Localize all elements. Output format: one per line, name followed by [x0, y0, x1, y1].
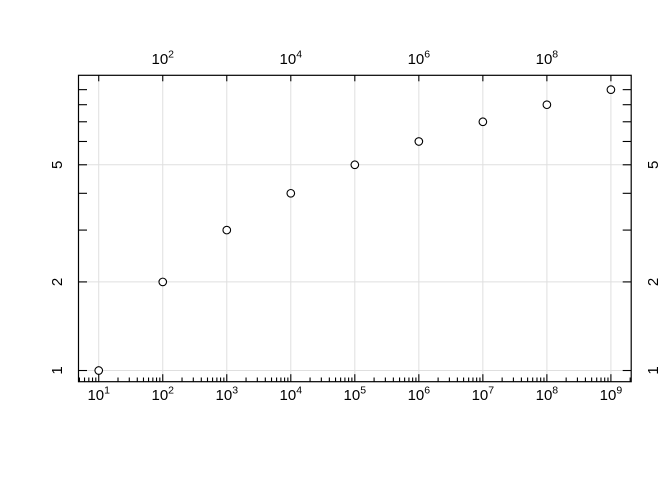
y-tick-label-left: 5	[49, 161, 66, 169]
data-point	[158, 277, 168, 287]
data-point	[542, 100, 552, 110]
y-tick-label-right: 2	[645, 278, 662, 286]
x-tick-label: 109	[600, 385, 623, 405]
x-tick-label: 101	[87, 385, 110, 405]
x-tick-label: 102	[151, 385, 174, 405]
top-tick-label: 102	[151, 49, 174, 69]
data-point	[606, 85, 616, 95]
data-points	[94, 85, 616, 375]
data-point	[222, 225, 232, 235]
x-tick-label: 105	[344, 385, 367, 405]
top-tick-label: 108	[536, 49, 559, 69]
y-tick-label-left: 1	[49, 366, 66, 374]
data-point	[94, 366, 104, 375]
data-point	[414, 137, 424, 146]
top-axis-labels: 102 104 106 108	[151, 49, 558, 69]
y-axis-labels: 1 2 5 1 2 5	[49, 161, 662, 375]
data-point	[350, 160, 360, 170]
data-point	[286, 188, 296, 198]
top-tick-label: 104	[280, 49, 303, 69]
tick-layer	[78, 75, 632, 382]
x-tick-label: 106	[408, 385, 431, 405]
top-tick-label: 106	[408, 49, 431, 69]
grid-layer	[78, 75, 632, 382]
x-tick-label: 103	[216, 385, 239, 405]
x-tick-label: 107	[472, 385, 495, 405]
x-tick-label: 108	[536, 385, 559, 405]
y-tick-label-left: 2	[49, 278, 66, 286]
y-tick-label-right: 5	[645, 161, 662, 169]
x-axis-labels: 101 102 103 104 105 106 107 108 109	[87, 385, 622, 405]
y-tick-label-right: 1	[645, 366, 662, 374]
data-point	[478, 117, 488, 127]
x-tick-label: 104	[280, 385, 303, 405]
